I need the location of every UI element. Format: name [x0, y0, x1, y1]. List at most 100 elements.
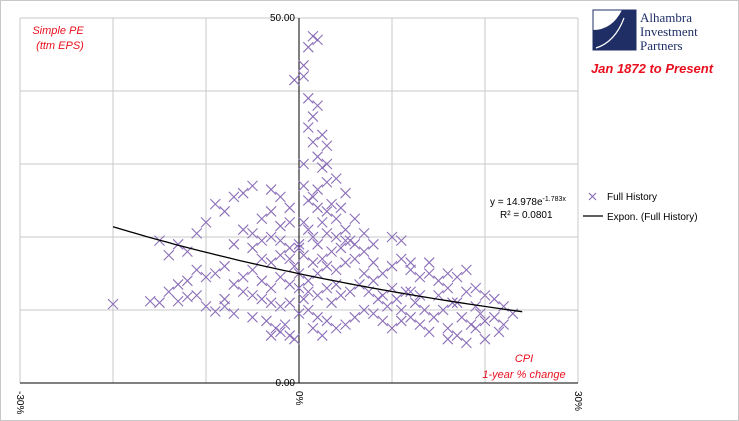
- trendline: [112, 226, 523, 313]
- data-point: [284, 297, 296, 309]
- alhambra-logo: Alhambra Investment Partners: [592, 9, 698, 53]
- data-point: [316, 253, 328, 265]
- data-point: [144, 295, 156, 307]
- data-point: [302, 122, 314, 133]
- data-point: [330, 231, 342, 243]
- data-point: [228, 308, 240, 320]
- data-point: [191, 264, 203, 276]
- data-point: [330, 213, 342, 225]
- y-tick-label: 0.00: [276, 378, 296, 389]
- data-point: [395, 315, 407, 327]
- data-point: [228, 191, 240, 203]
- data-point: [423, 257, 435, 268]
- data-point: [237, 224, 249, 236]
- data-point: [321, 227, 333, 239]
- data-point: [335, 290, 347, 301]
- y-axis-label-line-1: Simple PE: [32, 25, 84, 37]
- data-point: [349, 253, 361, 265]
- data-point: [321, 158, 333, 170]
- data-point: [298, 60, 310, 71]
- data-point: [405, 257, 416, 268]
- data-point: [298, 71, 310, 82]
- data-point: [488, 311, 500, 323]
- data-point: [312, 151, 323, 163]
- data-point: [247, 290, 258, 301]
- data-point: [312, 238, 323, 250]
- data-point: [288, 74, 300, 86]
- axes: 0.00 50.00 -30% 0% 30%: [14, 13, 583, 414]
- data-point: [237, 187, 249, 199]
- logo-text-line-1: Alhambra: [640, 10, 692, 25]
- data-point: [237, 286, 249, 298]
- data-point: [330, 322, 342, 334]
- y-axis-label-line-2: (ttm EPS): [36, 40, 84, 52]
- data-point: [321, 176, 333, 188]
- data-point: [312, 202, 323, 214]
- data-point: [354, 279, 365, 290]
- data-point: [247, 311, 258, 323]
- x-axis-label-line-2: 1-year % change: [482, 369, 565, 381]
- data-point: [377, 315, 389, 327]
- data-point: [479, 333, 491, 345]
- data-point: [228, 279, 240, 290]
- data-point: [368, 238, 379, 250]
- trendline-equation: y = 14.978e-1.783x R² = 0.0801: [490, 196, 566, 221]
- data-point: [391, 293, 403, 305]
- data-point: [284, 279, 296, 290]
- data-point: [307, 30, 319, 42]
- data-point: [358, 227, 370, 239]
- legend-label-full-history: Full History: [607, 192, 657, 203]
- data-point: [284, 330, 296, 341]
- x-axis-label-line-1: CPI: [515, 353, 533, 365]
- data-point: [209, 198, 221, 210]
- data-point: [465, 319, 477, 330]
- data-point: [414, 271, 426, 283]
- data-point: [270, 322, 282, 334]
- data-point: [447, 297, 458, 309]
- data-point: [209, 306, 221, 317]
- data-point: [247, 242, 258, 254]
- data-point: [349, 238, 361, 250]
- data-point: [381, 300, 393, 312]
- equation-exponent: -1.783x: [543, 196, 567, 203]
- data-point: [428, 311, 440, 323]
- data-point: [358, 246, 370, 257]
- equation-base: y = 14.978e: [490, 197, 543, 208]
- data-point: [312, 311, 323, 323]
- data-point: [321, 140, 333, 152]
- data-point: [442, 333, 454, 345]
- data-point: [377, 268, 389, 279]
- data-point: [265, 231, 277, 243]
- data-point: [275, 235, 286, 247]
- data-point: [265, 184, 277, 195]
- data-point: [302, 41, 314, 53]
- data-point: [298, 158, 310, 170]
- data-point: [275, 249, 286, 261]
- data-point: [107, 298, 119, 310]
- period-label: Jan 1872 to Present: [591, 61, 714, 76]
- logo-text-line-3: Partners: [640, 38, 683, 53]
- data-point: [493, 326, 505, 338]
- data-point: [474, 308, 486, 320]
- data-point: [293, 242, 305, 254]
- data-point: [321, 260, 333, 272]
- data-point: [228, 238, 240, 250]
- data-point: [312, 184, 323, 195]
- data-point: [172, 238, 184, 250]
- data-point: [265, 282, 277, 294]
- data-point: [419, 304, 430, 316]
- data-point: [288, 260, 300, 272]
- data-point: [298, 293, 310, 305]
- data-point: [335, 242, 347, 254]
- data-point: [349, 213, 361, 225]
- data-point: [288, 333, 300, 345]
- x-tick-label: 30%: [572, 391, 583, 411]
- data-point: [219, 206, 230, 217]
- data-points: [107, 30, 519, 349]
- data-point: [163, 286, 175, 298]
- data-point: [442, 282, 454, 294]
- data-point: [321, 315, 333, 327]
- data-point: [479, 290, 491, 301]
- data-point: [307, 257, 319, 268]
